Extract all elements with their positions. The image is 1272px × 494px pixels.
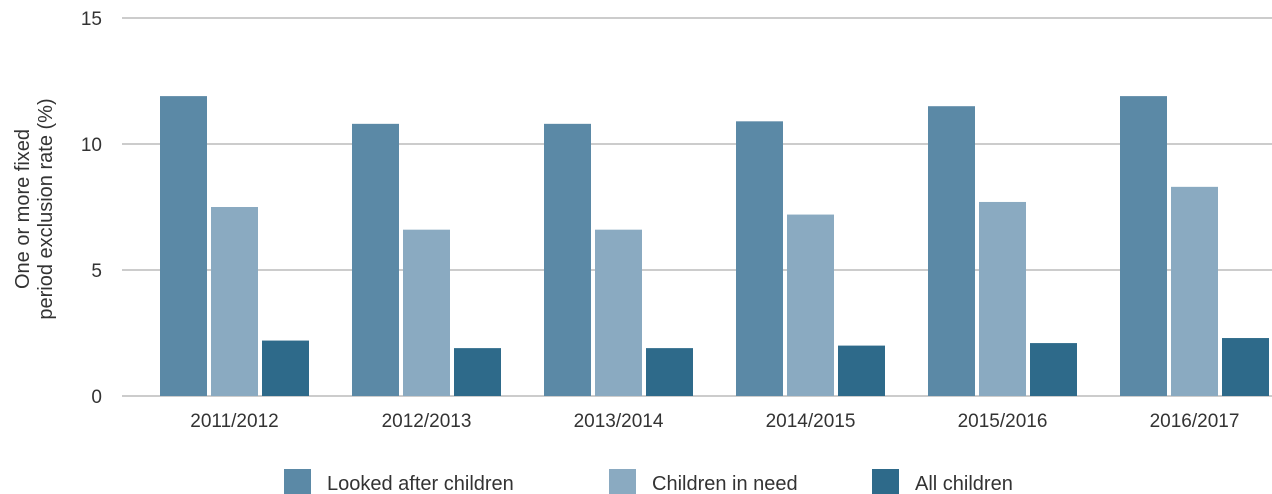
y-tick-label: 10 (81, 135, 102, 156)
y-ticks: 0 5 10 15 (81, 9, 102, 408)
bar (211, 207, 258, 396)
y-axis-label-line-1: One or more fixed (12, 129, 34, 289)
x-tick-label: 2013/2014 (574, 411, 664, 432)
x-tick-label: 2012/2013 (382, 411, 472, 432)
x-tick-label: 2014/2015 (766, 411, 856, 432)
x-tick-label: 2011/2012 (190, 411, 278, 432)
bar (736, 121, 783, 396)
bar (262, 340, 309, 396)
bar (1030, 343, 1077, 396)
y-axis-label: One or more fixed period exclusion rate … (12, 98, 57, 319)
bar (787, 214, 834, 396)
y-tick-label: 5 (91, 261, 102, 282)
bar (838, 345, 885, 396)
legend-label: Looked after children (327, 473, 514, 494)
bar (1222, 338, 1269, 396)
x-tick-label: 2015/2016 (958, 411, 1048, 432)
bar (160, 96, 207, 397)
bar (544, 123, 591, 396)
bar (928, 106, 975, 396)
bar (352, 123, 399, 396)
legend-label: Children in need (652, 473, 798, 494)
bars (160, 96, 1269, 397)
y-axis-label-line-2: period exclusion rate (%) (35, 98, 57, 319)
gridlines (122, 17, 1272, 397)
bar (595, 229, 642, 396)
x-tick-label: 2016/2017 (1150, 411, 1240, 432)
bar (1120, 96, 1167, 397)
bar (403, 229, 450, 396)
x-ticks: 2011/2012 2012/2013 2013/2014 2014/2015 2015… (190, 411, 1239, 432)
bar (646, 348, 693, 396)
y-tick-label: 0 (91, 387, 102, 408)
bar (1171, 186, 1218, 396)
legend-label: All children (915, 473, 1013, 494)
legend-swatch (872, 469, 899, 494)
legend: Looked after children Children in need All… (284, 469, 1013, 494)
bar (979, 201, 1026, 396)
bar (454, 348, 501, 396)
legend-swatch (284, 469, 311, 494)
legend-swatch (609, 469, 636, 494)
y-tick-label: 15 (81, 9, 102, 30)
